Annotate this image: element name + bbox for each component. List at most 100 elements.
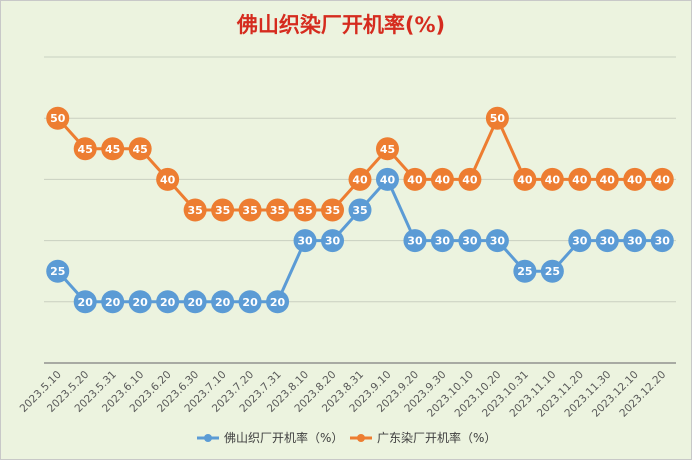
- data-point: [595, 167, 619, 191]
- data-point: [458, 229, 482, 253]
- data-label: 45: [78, 143, 93, 156]
- data-label: 25: [545, 265, 560, 278]
- data-label: 35: [352, 204, 367, 217]
- data-label: 35: [242, 204, 257, 217]
- data-label: 40: [352, 173, 368, 186]
- data-label: 35: [297, 204, 312, 217]
- data-point: [375, 167, 399, 191]
- data-point: [568, 229, 592, 253]
- data-label: 20: [215, 296, 231, 309]
- data-label: 50: [50, 112, 66, 125]
- data-label: 30: [325, 235, 341, 248]
- data-point: [73, 290, 97, 314]
- data-label: 35: [325, 204, 340, 217]
- series-line-2: [56, 116, 663, 212]
- data-label: 40: [600, 173, 616, 186]
- data-label: 20: [105, 296, 121, 309]
- data-label: 40: [380, 173, 396, 186]
- data-label: 30: [600, 235, 616, 248]
- data-label: 40: [407, 173, 423, 186]
- legend-label-1: 佛山织厂开机率（%）: [224, 430, 343, 445]
- data-label: 30: [490, 235, 506, 248]
- data-point: [238, 198, 262, 222]
- data-point: [156, 290, 180, 314]
- data-label: 45: [133, 143, 148, 156]
- chart-title: 佛山织染厂开机率(%): [236, 13, 445, 37]
- data-label: 30: [435, 235, 451, 248]
- data-label: 20: [242, 296, 258, 309]
- data-point: [293, 229, 317, 253]
- data-label: 20: [78, 296, 94, 309]
- data-point: [430, 167, 454, 191]
- data-label: 40: [655, 173, 671, 186]
- data-label: 35: [187, 204, 202, 217]
- data-label: 40: [160, 173, 176, 186]
- data-point: [650, 167, 674, 191]
- data-label: 40: [627, 173, 643, 186]
- data-point: [211, 198, 235, 222]
- data-label: 40: [462, 173, 478, 186]
- data-label: 20: [187, 296, 203, 309]
- data-point: [321, 198, 345, 222]
- data-label: 40: [572, 173, 588, 186]
- legend-marker-2: [357, 434, 365, 442]
- data-label: 40: [545, 173, 561, 186]
- data-point: [321, 229, 345, 253]
- data-point: [485, 229, 509, 253]
- data-point: [458, 167, 482, 191]
- data-point: [238, 290, 262, 314]
- data-label: 45: [105, 143, 120, 156]
- data-point: [650, 229, 674, 253]
- data-point: [623, 229, 647, 253]
- data-label: 20: [270, 296, 286, 309]
- data-point: [623, 167, 647, 191]
- legend: 佛山织厂开机率（%） 广东染厂开机率（%）: [197, 430, 496, 445]
- x-axis-ticks: 2023.5.102023.5.202023.5.312023.6.102023…: [18, 369, 669, 420]
- data-point: [540, 259, 564, 283]
- data-point: [266, 290, 290, 314]
- data-point: [46, 259, 70, 283]
- data-point: [293, 198, 317, 222]
- data-label: 35: [270, 204, 285, 217]
- data-point: [348, 198, 372, 222]
- data-label: 40: [517, 173, 533, 186]
- data-label: 40: [435, 173, 451, 186]
- data-label: 25: [517, 265, 532, 278]
- legend-label-2: 广东染厂开机率（%）: [377, 430, 496, 445]
- data-point: [485, 106, 509, 130]
- data-point: [183, 198, 207, 222]
- data-label: 25: [50, 265, 65, 278]
- data-point: [375, 137, 399, 161]
- data-point: [513, 167, 537, 191]
- data-point: [128, 137, 152, 161]
- data-label: 30: [572, 235, 588, 248]
- data-label: 20: [133, 296, 149, 309]
- data-point: [101, 137, 125, 161]
- data-point: [266, 198, 290, 222]
- data-label: 50: [490, 112, 506, 125]
- legend-marker-1: [204, 434, 212, 442]
- data-point: [348, 167, 372, 191]
- data-label: 45: [380, 143, 395, 156]
- data-point: [568, 167, 592, 191]
- data-point: [46, 106, 70, 130]
- data-point: [430, 229, 454, 253]
- data-point: [540, 167, 564, 191]
- data-point: [183, 290, 207, 314]
- data-label: 30: [627, 235, 643, 248]
- data-label: 30: [655, 235, 671, 248]
- data-label: 35: [215, 204, 230, 217]
- data-point: [101, 290, 125, 314]
- data-label: 30: [407, 235, 423, 248]
- data-label: 20: [160, 296, 176, 309]
- data-label: 30: [462, 235, 478, 248]
- series-layer: 25 20 20 20 20 20 20 20 20 30 30 35 40 30 30 30 30 25 25 30…: [46, 106, 674, 314]
- data-point: [211, 290, 235, 314]
- data-point: [595, 229, 619, 253]
- data-point: [128, 290, 152, 314]
- data-point: [403, 167, 427, 191]
- data-point: [403, 229, 427, 253]
- data-point: [513, 259, 537, 283]
- data-label: 30: [297, 235, 313, 248]
